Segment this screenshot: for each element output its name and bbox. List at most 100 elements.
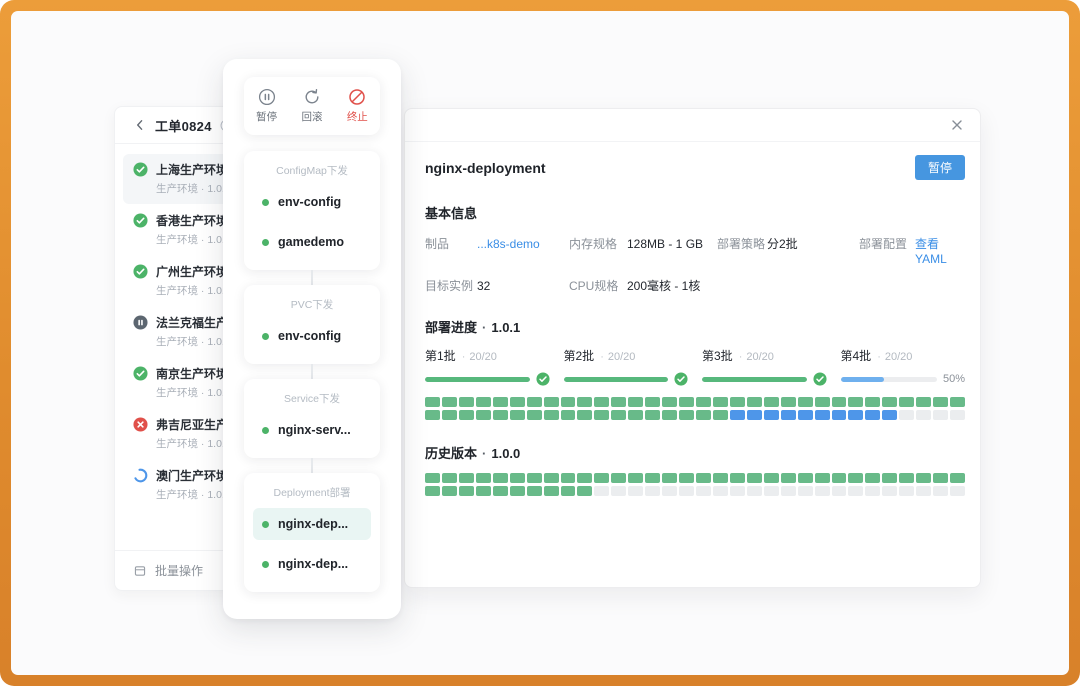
basic-info-heading: 基本信息 [425,206,478,221]
step-title: Service下发 [283,393,340,405]
instance-cell [780,410,796,420]
instance-cell [475,486,491,496]
instance-cell [526,397,542,407]
instance-cell [425,473,440,483]
field-value-link[interactable]: ...k8s-demo [477,237,540,251]
history-heading-label: 历史版本 [425,446,478,461]
instance-cell [509,410,525,420]
pause-icon [258,88,276,106]
instance-cell [763,473,779,483]
instance-cell [712,397,728,407]
instance-cell [933,397,949,407]
env-item[interactable]: 澳门生产环境 生产环境 · 1.0.2 [123,460,349,510]
instance-cell [899,473,915,483]
instance-cell [848,410,864,420]
instance-cell [543,410,559,420]
instance-cell [916,473,932,483]
instance-cell [814,410,830,420]
batch-bar-row [563,372,689,386]
step-resource-item[interactable]: nginx-dep... [253,548,371,580]
step-resource-item[interactable]: gamedemo [253,226,371,258]
pipeline-step-card: PVC下发 env-config [244,285,380,364]
instance-cell [662,397,678,407]
rollback-button[interactable]: 回滚 [289,88,334,124]
instance-cell [763,397,779,407]
field-value-link[interactable]: 查看YAML [915,237,947,266]
instance-cell [441,473,457,483]
batch-name: 第1批 [425,349,456,363]
batch-label-row: 第1批 · 20/20 [425,347,550,364]
instance-cell [916,486,932,496]
batch-label-row: 第3批 · 20/20 [702,347,827,364]
status-dot-icon [262,332,269,340]
instance-cell [848,397,864,407]
success-status-icon [133,162,148,177]
step-resource-item[interactable]: nginx-dep... [253,508,371,540]
instance-cell [509,486,525,496]
step-resource-item[interactable]: nginx-serv... [253,414,371,446]
stop-button[interactable]: 终止 [335,88,380,124]
instance-cell [780,397,796,407]
env-name: 南京生产环境 [156,367,229,381]
instance-cell [645,410,661,420]
step-resource-item[interactable]: env-config [253,186,371,218]
batch-name: 第2批 [563,349,595,363]
instance-cell [679,486,694,496]
instance-cell [746,486,762,496]
instance-cell [628,397,644,407]
close-icon[interactable] [949,117,965,133]
instance-cell [831,473,847,483]
field-value: 200毫核 - 1核 [627,279,701,293]
instance-cell [560,473,576,483]
instance-cell [611,397,627,407]
paused-status-icon [133,315,148,330]
instance-cell [458,473,474,483]
pipeline-step-card: Service下发 nginx-serv... [244,379,380,458]
instance-cell [933,410,949,420]
field-label: 制品 [425,237,450,251]
instance-cell [797,486,813,496]
instance-cell [577,410,593,420]
instance-cell [662,486,678,496]
instance-cell [645,397,661,407]
env-version: 生产环境 · 1.0.2 [156,489,231,501]
instance-cell [780,473,796,483]
instance-cell [933,473,949,483]
env-version: 生产环境 · 1.0.2 [156,438,231,450]
back-icon[interactable] [133,118,147,132]
progress-track [840,376,937,382]
tool-label: 回滚 [301,111,323,123]
history-instance-grid [425,473,965,496]
instance-cell [763,410,779,420]
dot-separator: · [482,320,487,335]
instance-cell [441,486,457,496]
instance-row [425,397,965,407]
env-item[interactable]: 南京生产环境 生产环境 · 1.0.2 [123,358,349,408]
progress-fill [840,376,884,382]
instance-cell [679,397,694,407]
instance-cell [814,486,830,496]
desktop-canvas: 工单0824 上海生产环境 生产环境 · 1.0.2 香港生产环境 生产环境 · 1.… [11,11,1069,675]
field-value: 分2批 [767,237,798,251]
env-item[interactable]: 香港生产环境 生产环境 · 1.0.2 [123,205,349,255]
instance-cell [475,410,491,420]
instance-cell [865,397,881,407]
status-dot-icon [262,198,269,206]
resource-name: nginx-dep... [278,517,349,531]
field-label: 部署策略 [717,237,766,251]
batch-count: 20/20 [469,351,497,363]
pause-button[interactable]: 暂停 [244,88,289,124]
env-item[interactable]: 广州生产环境 生产环境 · 1.0.2 [123,256,349,306]
instance-cell [899,410,915,420]
instance-cell [916,410,932,420]
pause-deploy-button[interactable]: 暂停 [914,155,965,180]
step-resource-item[interactable]: env-config [253,320,371,352]
batch-percent: 50% [942,373,965,385]
status-dot-icon [262,520,269,528]
instance-cell [696,410,711,420]
instance-cell [509,397,525,407]
instance-cell [611,486,627,496]
instance-cell [628,473,644,483]
env-version: 生产环境 · 1.0.2 [156,387,231,399]
instance-cell [814,397,830,407]
